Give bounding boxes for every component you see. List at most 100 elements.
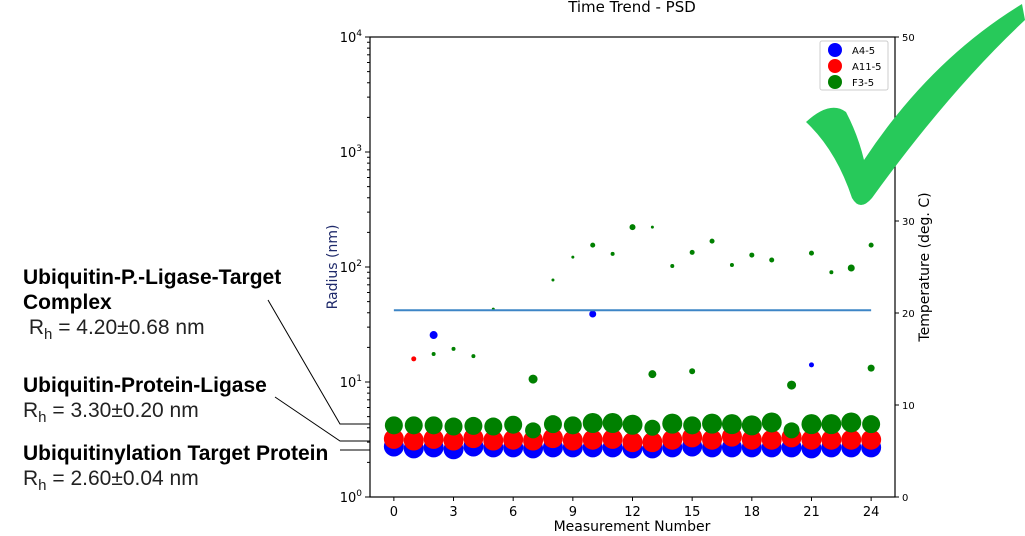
data-point-f3-5 [702, 413, 723, 434]
outlier-point-f3-5 [769, 257, 775, 263]
outlier-point-f3-5 [709, 238, 715, 244]
outlier-point-f3-5 [829, 270, 834, 275]
data-point-a11-5 [423, 428, 444, 449]
y-tick-label: 103 [340, 144, 362, 161]
annotation-ligase: Ubiquitin-Protein-Ligase Rh = 3.30±0.20 … [23, 373, 267, 430]
data-point-f3-5 [525, 422, 542, 439]
x-tick-label: 21 [803, 505, 820, 520]
data-point-f3-5 [721, 414, 742, 435]
y-tick-label: 100 [340, 489, 363, 506]
outlier-point-f3-5 [610, 251, 615, 256]
outlier-point-f3-5 [629, 224, 636, 231]
annotation-title: Ubiquitin-P.-Ligase-Target [23, 266, 282, 289]
data-point-f3-5 [484, 417, 503, 436]
y-tick-label: 104 [340, 29, 363, 46]
data-point-f3-5 [444, 417, 463, 436]
data-point-f3-5 [563, 416, 582, 435]
annotation-title: Ubiquitinylation Target Protein [23, 442, 329, 465]
data-point-a11-5 [383, 428, 404, 449]
annotation-complex: Ubiquitin-P.-Ligase-Target Complex Rh = … [23, 265, 281, 347]
outlier-point-f3-5 [729, 263, 734, 268]
y2-tick-label: 0 [902, 493, 908, 504]
data-point-f3-5 [622, 414, 643, 435]
data-point-f3-5 [783, 422, 800, 439]
y2-tick-label: 10 [902, 401, 915, 412]
data-point-a11-5 [483, 430, 504, 451]
outlier-point-f3-5 [867, 364, 875, 372]
annotation-title-2: Complex [23, 291, 112, 314]
leader-line [274, 396, 370, 442]
outlier-point-a11-5 [411, 356, 417, 362]
data-point-a11-5 [861, 429, 882, 450]
data-point-a11-5 [642, 432, 663, 453]
data-point-a11-5 [841, 429, 862, 450]
data-point-a11-5 [403, 430, 424, 451]
data-point-a11-5 [702, 429, 723, 450]
data-point-a11-5 [662, 429, 683, 450]
legend-label: A11-5 [852, 62, 882, 73]
data-point-f3-5 [841, 412, 862, 433]
legend-marker-f3-5 [828, 75, 842, 89]
outlier-point-f3-5 [551, 278, 555, 282]
data-point-a11-5 [562, 430, 583, 451]
y2-tick-label: 30 [902, 217, 915, 228]
x-tick-label: 9 [569, 505, 577, 520]
legend-label: F3-5 [852, 78, 874, 89]
outlier-point-f3-5 [528, 374, 538, 384]
x-tick-label: 15 [684, 505, 701, 520]
data-point-f3-5 [424, 416, 443, 435]
legend-marker-a11-5 [828, 59, 842, 73]
x-axis-label: Measurement Number [554, 519, 711, 535]
data-point-a11-5 [443, 430, 464, 451]
outlier-point-f3-5 [431, 352, 436, 357]
data-point-a11-5 [542, 428, 563, 449]
legend-marker-a4-5 [828, 43, 842, 57]
outlier-point-f3-5 [868, 242, 874, 248]
annotation-radius: Rh = 4.20±0.68 nm [28, 316, 205, 344]
data-point-f3-5 [741, 415, 762, 436]
y2-axis-label: Temperature (deg. C) [917, 192, 933, 342]
outlier-point-f3-5 [648, 370, 657, 379]
data-point-f3-5 [683, 416, 702, 435]
data-point-f3-5 [862, 415, 881, 434]
data-point-a11-5 [801, 429, 822, 450]
outlier-point-f3-5 [689, 368, 696, 375]
y-axis-label: Radius (nm) [325, 225, 341, 310]
data-point-f3-5 [504, 415, 523, 434]
outlier-point-f3-5 [571, 255, 575, 259]
chart-title: Time Trend - PSD [567, 0, 696, 16]
x-tick-label: 0 [390, 505, 398, 520]
outlier-point-f3-5 [471, 354, 476, 359]
data-point-a11-5 [741, 429, 762, 450]
outlier-point-f3-5 [689, 249, 695, 255]
data-point-f3-5 [602, 413, 623, 434]
data-point-f3-5 [384, 416, 403, 435]
data-point-f3-5 [404, 416, 423, 435]
legend: A4-5 A11-5 F3-5 [819, 40, 889, 91]
outlier-point-f3-5 [670, 264, 675, 269]
annotation-radius: Rh = 3.30±0.20 nm [23, 399, 199, 427]
outlier-point-f3-5 [749, 252, 755, 258]
outlier-point-f3-5 [847, 264, 855, 272]
data-point-a11-5 [582, 429, 603, 450]
data-point-f3-5 [644, 419, 661, 436]
data-point-f3-5 [543, 415, 562, 434]
x-tick-label: 24 [863, 505, 880, 520]
y-tick-label: 101 [340, 374, 362, 391]
outlier-point-f3-5 [590, 242, 596, 248]
data-point-a11-5 [503, 429, 524, 450]
data-point-a11-5 [821, 429, 842, 450]
data-point-f3-5 [662, 413, 683, 434]
legend-label: A4-5 [852, 46, 875, 57]
x-tick-label: 3 [449, 505, 457, 520]
outlier-point-f3-5 [808, 250, 814, 256]
annotation-target-protein: Ubiquitinylation Target Protein Rh = 2.6… [23, 441, 328, 498]
checkmark-icon [806, 4, 1025, 205]
x-tick-label: 6 [509, 505, 517, 520]
data-point-f3-5 [821, 414, 842, 435]
x-tick-label: 18 [744, 505, 761, 520]
outlier-point-a4-5 [589, 310, 597, 318]
annotation-leader-lines [267, 299, 370, 451]
data-point-a11-5 [602, 428, 623, 449]
